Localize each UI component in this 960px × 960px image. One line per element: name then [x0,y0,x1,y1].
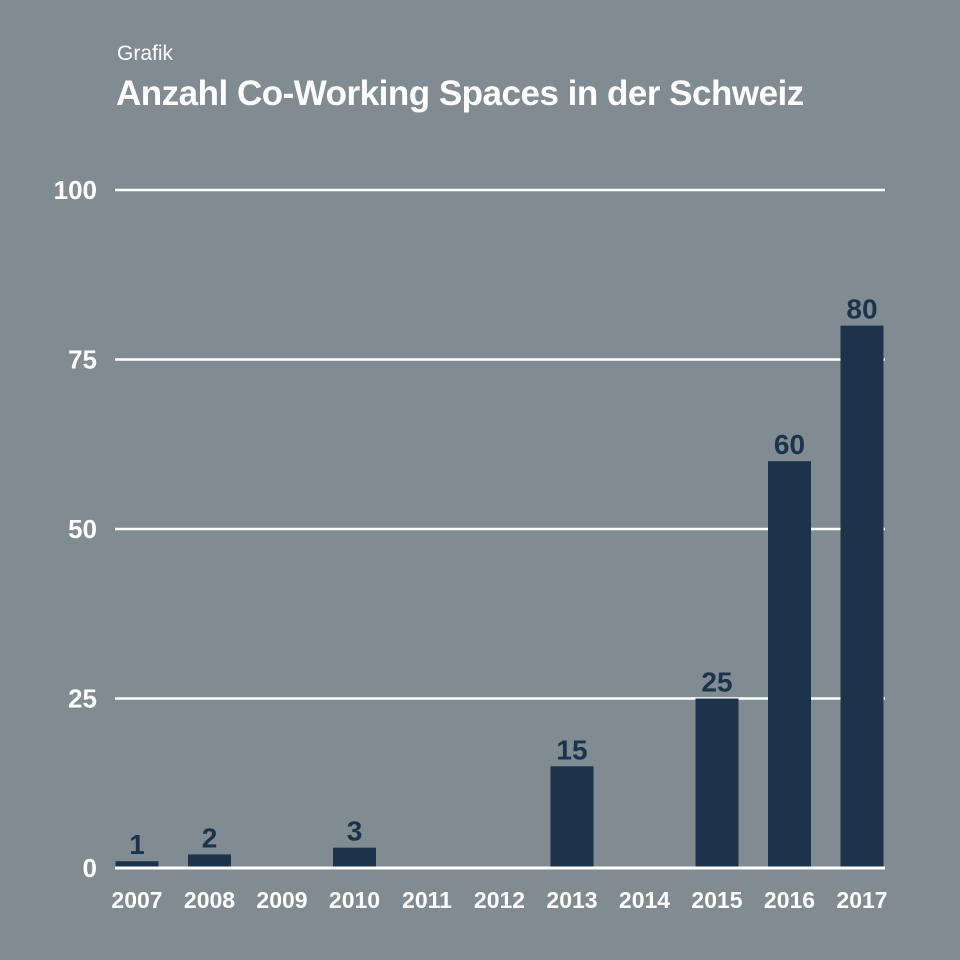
y-tick-label: 75 [68,345,97,375]
bar-2017 [840,325,884,869]
x-tick-label: 2007 [111,887,162,913]
y-tick-label: 100 [54,175,97,205]
y-tick-label: 50 [68,514,97,544]
x-tick-label: 2008 [184,887,235,913]
x-tick-label: 2014 [619,887,670,913]
bar-2010 [333,847,376,868]
data-label-2015: 25 [701,667,732,698]
x-tick-label: 2009 [256,887,307,913]
x-tick-label: 2017 [836,887,887,913]
data-label-2016: 60 [774,429,805,460]
chart-subtitle: Grafik [117,42,174,65]
x-tick-label: 2012 [474,887,525,913]
chart-title: Anzahl Co-Working Spaces in der Schweiz [116,74,804,113]
x-tick-label: 2015 [691,887,742,913]
x-tick-label: 2016 [764,887,815,913]
data-label-2017: 80 [846,294,877,325]
bar-2007 [115,861,159,868]
bar-2016 [768,461,811,868]
x-tick-label: 2010 [329,887,380,913]
x-tick-label: 2013 [546,887,597,913]
y-tick-label: 0 [83,853,97,883]
bar-2015 [695,698,739,868]
data-label-2007: 1 [129,829,145,860]
bar-2008 [188,854,231,868]
data-label-2010: 3 [347,816,363,847]
y-tick-label: 25 [68,684,97,714]
x-tick-label: 2011 [402,887,452,913]
bar-2013 [550,766,594,868]
data-label-2013: 15 [556,734,587,765]
data-label-2008: 2 [202,822,218,853]
